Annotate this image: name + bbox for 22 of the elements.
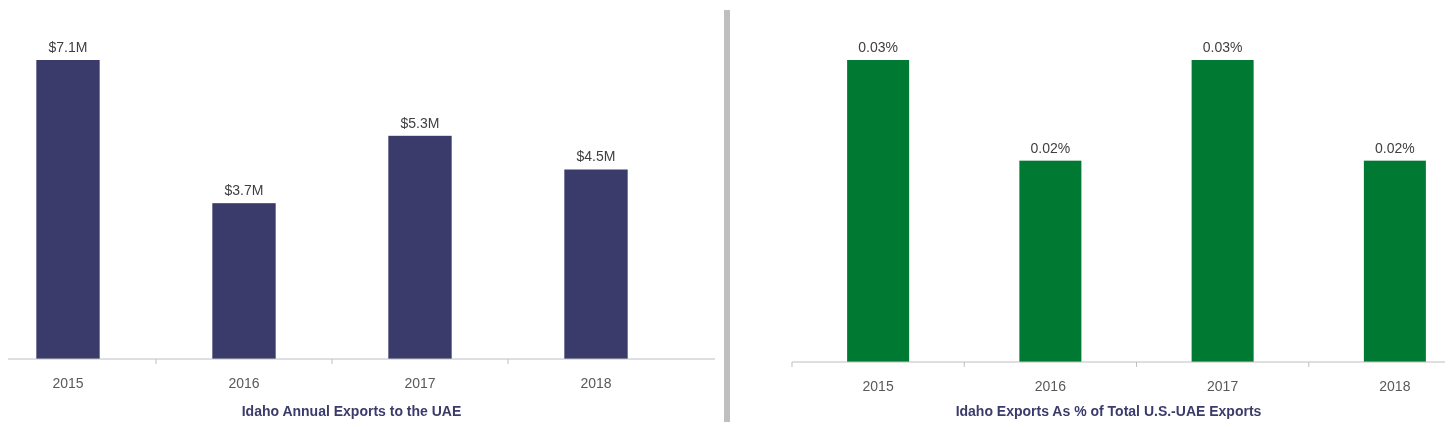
- x-tick-label: 2017: [404, 375, 436, 391]
- text: Idaho Annual Exports to the UAE: [241, 403, 462, 419]
- data-label: $4.5M: [576, 148, 616, 165]
- data-label: 0.02%: [1030, 139, 1071, 156]
- bar: [36, 60, 100, 359]
- x-tick-label: 2015: [52, 375, 84, 391]
- data-label: 0.03%: [1202, 39, 1243, 55]
- x-tick-label: 2017: [1207, 378, 1239, 394]
- x-tick-label: 2016: [228, 375, 260, 391]
- x-tick-label: 2018: [1379, 378, 1411, 394]
- data-label: $7.1M: [48, 39, 88, 55]
- bar: [388, 135, 452, 359]
- x-tick-label: 2018: [580, 375, 612, 391]
- data-label: $3.7M: [224, 182, 264, 199]
- x-tick-label: 2016: [1034, 378, 1067, 394]
- bar: [212, 203, 276, 359]
- data-label: 0.03%: [858, 39, 898, 55]
- x-tick-label: 2015: [862, 378, 894, 394]
- data-label: $5.3M: [400, 114, 440, 131]
- text: Idaho Exports As % of Total U.S.-UAE Exports: [955, 403, 1262, 419]
- data-label: 0.02%: [1375, 139, 1415, 156]
- bar: [564, 169, 628, 359]
